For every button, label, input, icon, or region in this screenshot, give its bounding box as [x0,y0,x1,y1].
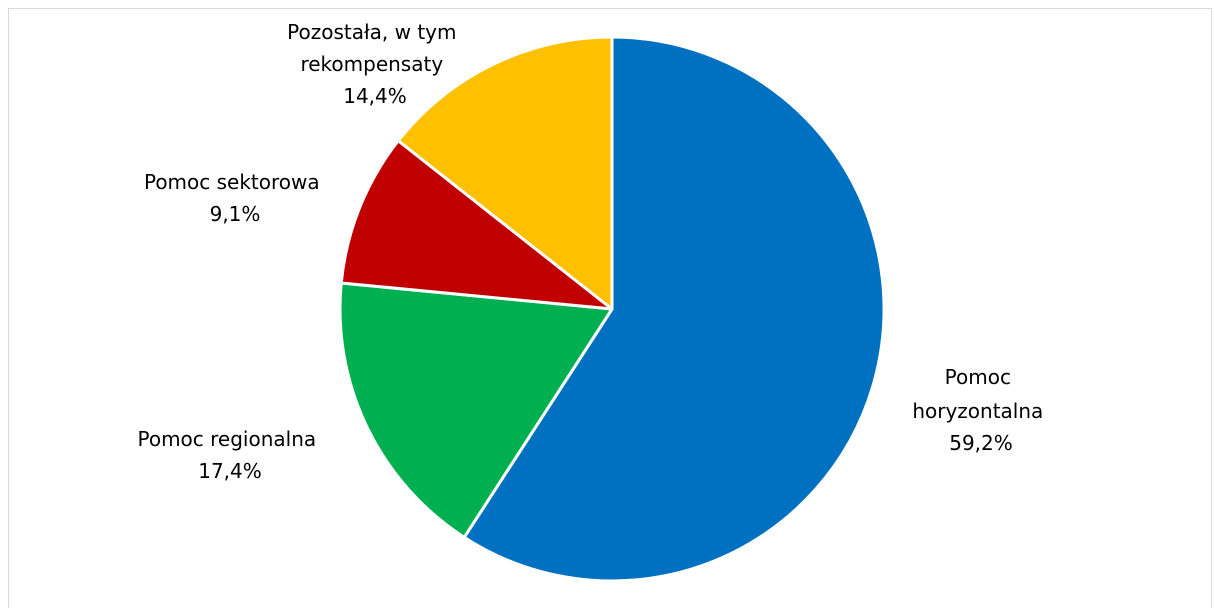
slice-label-line: Pozostała, w tym [287,20,456,44]
slice-label-pomoc-sektorowa: Pomoc sektorowa 9,1% [144,170,326,226]
pie-slice-0 [462,35,886,583]
pie-slices [338,35,886,583]
slice-value-label: 17,4% [198,459,262,483]
slice-label-line: Pomoc [945,365,1011,389]
pie-slice-3 [396,35,614,311]
slice-value-label: 14,4% [343,84,407,108]
slice-value-label: 9,1% [210,202,261,226]
pie-slice-2 [339,139,614,311]
chart-frame [8,8,1212,608]
slice-label-pozostala: Pozostała, w tym rekompensaty 14,4% [287,20,463,108]
slice-label-line: rekompensaty [300,52,443,76]
pie-labels: Pomoc horyzontalna 59,2% Pomoc regionaln… [137,20,1049,483]
slice-label-line: Pomoc regionalna [137,427,316,451]
slice-label-line: Pomoc sektorowa [144,170,320,194]
slice-label-pomoc-horyzontalna: Pomoc horyzontalna 59,2% [912,365,1049,455]
slice-value-label: 59,2% [949,431,1013,455]
slice-label-line: horyzontalna [912,399,1043,423]
pie-slice-1 [338,281,614,539]
slice-label-pomoc-regionalna: Pomoc regionalna 17,4% [137,427,322,483]
